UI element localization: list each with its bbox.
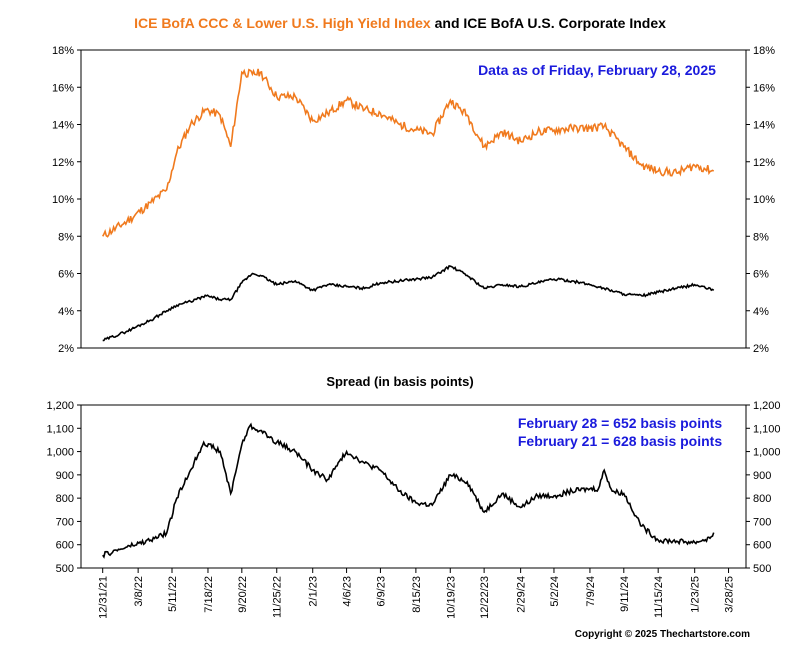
- spread-y-tick-label-right: 500: [753, 563, 771, 575]
- x-tick-label: 3/28/25: [724, 576, 736, 613]
- spread-annotation-feb28: February 28 = 652 basis points: [518, 415, 722, 431]
- spread-y-tick-label-left: 1,100: [46, 423, 74, 435]
- x-tick-label: 8/15/23: [411, 576, 423, 613]
- yield-y-tick-label-right: 12%: [753, 157, 775, 169]
- yield-y-tick-label-right: 10%: [753, 194, 775, 206]
- corporate-yield-line: [102, 265, 715, 342]
- x-tick-label: 11/15/24: [653, 576, 665, 618]
- data-date-annotation: Data as of Friday, February 28, 2025: [478, 62, 716, 78]
- date-x-ticks: 12/31/21 3/8/22 5/11/22 7/18/22 9/20/22 11/25…: [98, 568, 736, 619]
- x-tick-label: 7/9/24: [585, 576, 597, 607]
- spread-y-ticks-left: 500 600 700 800 900 1,000 1,100 1,200: [46, 400, 81, 575]
- x-tick-label: 9/20/22: [237, 576, 249, 613]
- yield-y-tick-label-right: 6%: [753, 269, 769, 281]
- x-tick-label: 4/6/23: [342, 576, 354, 607]
- spread-y-tick-label-left: 800: [56, 493, 74, 505]
- yield-y-tick-label-left: 6%: [58, 269, 74, 281]
- x-tick-label: 5/11/22: [167, 576, 179, 612]
- yield-y-tick-label-left: 16%: [52, 82, 74, 94]
- yield-y-tick-label-right: 18%: [753, 45, 775, 57]
- chart-title: ICE BofA CCC & Lower U.S. High Yield Ind…: [134, 15, 666, 31]
- spread-y-tick-label-right: 900: [753, 470, 771, 482]
- yield-y-tick-label-left: 4%: [58, 306, 74, 318]
- x-tick-label: 12/22/23: [479, 576, 491, 619]
- spread-line: [102, 422, 715, 559]
- spread-title: Spread (in basis points): [326, 374, 473, 389]
- x-tick-label: 6/9/23: [375, 576, 387, 607]
- yield-panel: 2% 4% 6% 8% 10% 12% 14% 16% 18% 2% 4% 6% 8% 10% 12% 14…: [52, 45, 775, 355]
- spread-y-tick-label-left: 700: [56, 516, 74, 528]
- spread-y-tick-label-left: 1,200: [46, 400, 74, 412]
- yield-y-tick-label-left: 2%: [58, 343, 74, 355]
- x-tick-label: 11/25/22: [272, 576, 284, 618]
- spread-y-tick-label-left: 500: [56, 563, 74, 575]
- spread-y-tick-label-right: 600: [753, 540, 771, 552]
- x-tick-label: 2/29/24: [516, 576, 528, 613]
- spread-y-tick-label-left: 1,000: [46, 447, 74, 459]
- spread-annotation-feb21: February 21 = 628 basis points: [518, 433, 722, 449]
- spread-y-tick-label-left: 600: [56, 540, 74, 552]
- yield-y-tick-label-left: 18%: [52, 45, 74, 57]
- yield-y-tick-label-left: 8%: [58, 231, 74, 243]
- spread-y-tick-label-right: 1,200: [753, 400, 781, 412]
- ccc-yield-line: [102, 68, 715, 238]
- title-ccc: ICE BofA CCC & Lower U.S. High Yield Ind…: [134, 15, 431, 31]
- x-tick-label: 1/23/25: [690, 576, 702, 613]
- spread-y-tick-label-right: 1,000: [753, 447, 781, 459]
- x-tick-label: 2/1/23: [308, 576, 320, 607]
- spread-y-tick-label-right: 800: [753, 493, 771, 505]
- x-tick-label: 5/2/24: [549, 576, 561, 607]
- yield-y-tick-label-right: 2%: [753, 343, 769, 355]
- x-tick-label: 7/18/22: [203, 576, 215, 613]
- yield-y-ticks-right: 2% 4% 6% 8% 10% 12% 14% 16% 18%: [746, 45, 775, 355]
- yield-y-tick-label-left: 12%: [52, 157, 74, 169]
- yield-y-tick-label-right: 4%: [753, 306, 769, 318]
- spread-y-tick-label-right: 700: [753, 516, 771, 528]
- yield-y-tick-label-right: 16%: [753, 82, 775, 94]
- yield-y-tick-label-right: 14%: [753, 120, 775, 132]
- yield-y-tick-label-left: 14%: [52, 120, 74, 132]
- yield-y-tick-label-left: 10%: [52, 194, 74, 206]
- spread-y-tick-label-left: 900: [56, 470, 74, 482]
- yield-y-ticks-left: 2% 4% 6% 8% 10% 12% 14% 16% 18%: [52, 45, 81, 355]
- spread-y-tick-label-right: 1,100: [753, 423, 781, 435]
- x-tick-label: 9/11/24: [619, 576, 631, 612]
- yield-y-tick-label-right: 8%: [753, 231, 769, 243]
- x-tick-label: 3/8/22: [133, 576, 145, 607]
- x-tick-label: 10/19/23: [445, 576, 457, 619]
- spread-panel: 500 600 700 800 900 1,000 1,100 1,200 500 600 700…: [46, 400, 780, 619]
- x-tick-label: 12/31/21: [98, 576, 110, 619]
- spread-y-ticks-right: 500 600 700 800 900 1,000 1,100 1,200: [746, 400, 781, 575]
- title-corporate: and ICE BofA U.S. Corporate Index: [431, 15, 666, 31]
- copyright: Copyright © 2025 Thechartstore.com: [575, 629, 750, 640]
